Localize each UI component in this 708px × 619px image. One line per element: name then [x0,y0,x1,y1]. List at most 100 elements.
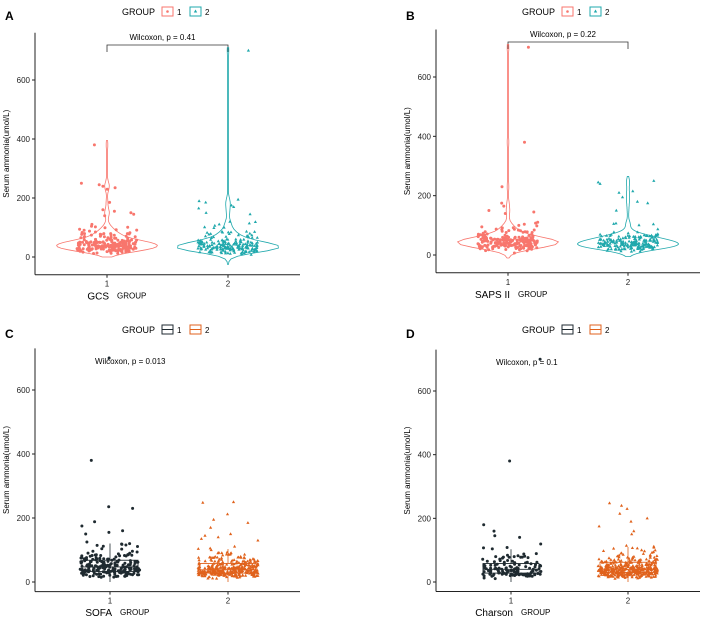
data-point [483,230,487,234]
data-point [631,189,635,193]
data-point [119,571,123,575]
data-point [611,575,615,578]
data-point [228,252,232,255]
data-point [501,555,505,559]
data-point [648,238,652,242]
data-point [633,235,637,238]
data-point [205,244,210,247]
data-point [240,561,244,565]
data-point [621,553,625,556]
legend: GROUP 1 2 [122,6,210,17]
data-point [509,238,513,242]
data-point [91,574,95,578]
data-point [519,239,523,243]
data-point [85,564,89,568]
data-point [247,561,251,565]
data-point [238,574,242,578]
data-point [217,550,221,554]
data-point [623,576,627,579]
data-point [616,245,620,249]
data-point [229,203,234,207]
data-point [80,524,84,528]
data-point [117,247,120,251]
data-point [103,214,107,218]
data-point [197,561,201,565]
data-point [245,243,249,246]
data-point [623,241,628,244]
data-point [538,572,542,576]
data-point [633,558,637,562]
data-point [236,197,240,201]
data-point [656,232,660,236]
data-point [205,231,209,234]
data-point [489,566,493,570]
series-2 [577,176,679,257]
data-point [102,574,106,578]
data-point [221,248,225,252]
data-point [626,231,630,235]
data-point [645,242,649,246]
data-point [655,554,659,557]
data-point [512,227,516,231]
data-point [635,563,639,567]
data-point [493,577,497,581]
data-point [117,244,121,248]
data-point [112,233,116,237]
data-point [489,563,493,567]
data-point [509,569,513,573]
data-point [628,559,632,562]
data-point [233,566,237,570]
data-point [219,566,223,569]
data-point [82,238,86,242]
data-point [653,233,658,237]
data-point [599,244,603,248]
data-point [211,235,216,239]
data-point [237,569,241,573]
data-point [226,242,230,246]
data-point [134,246,138,250]
data-point [235,575,239,579]
x-axis-score-label: SAPS II [475,290,510,301]
data-point [648,564,652,568]
data-point [518,535,522,539]
data-point [518,244,522,248]
wilcoxon-annotation: Wilcoxon, p = 0.41 [129,33,196,42]
data-point [632,554,636,558]
data-point [620,571,624,575]
x-axis-score-label: SOFA [85,608,112,619]
y-tick-label: 600 [17,386,31,395]
data-point [596,569,601,572]
data-point [617,247,621,251]
data-point [534,568,538,572]
data-point [107,356,111,360]
data-point [199,537,203,540]
data-point [99,554,103,557]
data-point [500,185,504,189]
data-point [640,248,644,251]
data-point [200,247,204,250]
data-point [521,240,525,244]
data-point [253,230,257,233]
data-point [646,563,650,567]
data-point [502,571,506,575]
data-point [536,572,540,575]
data-point [213,572,217,576]
data-point [249,568,253,572]
data-point [619,563,623,567]
data-point [225,562,229,566]
data-point [523,554,527,558]
data-point [250,570,254,574]
data-point [100,547,104,551]
panel-d: D GROUP 1 2 0 200 400 600 1 2 Serum ammonia(umol/L… [403,324,700,619]
data-point [487,248,491,252]
data-point [655,557,659,561]
data-point [606,247,610,251]
data-point [479,233,482,237]
data-point [607,501,612,505]
data-point [248,231,252,235]
data-point [92,143,96,147]
data-point [120,542,124,546]
data-point [256,562,260,566]
data-point [228,573,232,576]
